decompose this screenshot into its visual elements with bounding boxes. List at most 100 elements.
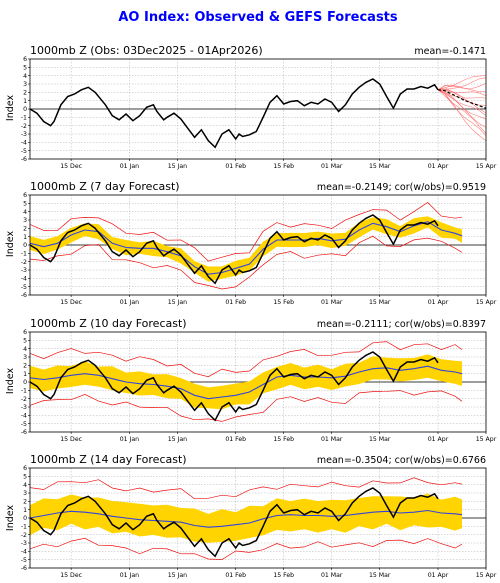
y-tick-label: 6 <box>23 192 27 199</box>
y-tick-label: 5 <box>23 474 27 481</box>
y-tick-label: -5 <box>21 148 27 155</box>
plot-area-10-day: 6 543 210 -1-2-3 -4-5-6 15 Dec 01 Jan 15 Jan 01 … <box>21 329 497 443</box>
ensemble-mean-line <box>437 89 487 109</box>
x-ticks: 15 Dec 01 Jan 15 Jan 01 Feb 15 Feb 01 Mar 15 M… <box>60 432 497 443</box>
panel-observed: 1000mb Z (Obs: 03Dec2025 - 01Apr2026) me… <box>5 44 497 170</box>
figure-title: AO Index: Observed & GEFS Forecasts <box>118 10 398 25</box>
x-tick-label: 01 Mar <box>321 163 343 170</box>
max-extreme-line <box>29 202 463 262</box>
ensemble-member-line <box>437 89 487 116</box>
x-tick-label: 15 Jan <box>168 299 187 306</box>
x-tick-label: 15 Feb <box>273 572 294 579</box>
y-tick-label: -1 <box>21 251 27 258</box>
x-tick-label: 01 Mar <box>321 436 343 443</box>
y-ticks: 6 543 210 -1-2-3 -4-5-6 <box>21 192 30 299</box>
x-tick-label: 15 Jan <box>168 163 187 170</box>
ensemble-member-line <box>437 75 487 91</box>
panel-title: 1000mb Z (Obs: 03Dec2025 - 01Apr2026) <box>30 44 263 57</box>
y-tick-label: -1 <box>21 115 27 122</box>
x-tick-label: 15 Apr <box>476 163 497 170</box>
observed-line <box>29 214 439 285</box>
x-tick-label: 15 Jan <box>168 436 187 443</box>
y-tick-label: -6 <box>21 565 27 572</box>
x-tick-label: 01 Apr <box>428 572 449 579</box>
x-tick-label: 15 Apr <box>476 299 497 306</box>
y-tick-label: 4 <box>23 482 27 489</box>
y-tick-label: 1 <box>23 234 27 241</box>
y-axis-label: Index <box>5 95 16 122</box>
y-tick-label: 3 <box>23 81 27 88</box>
plot-area-7-day: 6 543 210 -1-2-3 -4-5-6 15 Dec 01 Jan 15 Jan 01 … <box>21 192 497 306</box>
x-ticks: 15 Dec 01 Jan 15 Jan 01 Feb 15 Feb 01 Mar 15 M… <box>60 295 497 306</box>
y-tick-label: 0 <box>23 515 27 522</box>
panel-title: 1000mb Z (10 day Forecast) <box>30 317 187 330</box>
y-tick-label: -1 <box>21 388 27 395</box>
y-tick-label: 0 <box>23 242 27 249</box>
plot-area-observed: 6 543 210 -1-2-3 -4-5-6 15 Dec 01 Jan 15 Jan 01 … <box>21 56 497 170</box>
y-ticks: 6 543 210 -1-2-3 -4-5-6 <box>21 56 30 163</box>
y-tick-label: -1 <box>21 524 27 531</box>
x-tick-label: 15 Feb <box>273 163 294 170</box>
spread-band <box>30 493 462 543</box>
min-extreme-line <box>29 390 463 422</box>
ensemble-member-line <box>437 89 487 134</box>
y-tick-label: -2 <box>21 259 27 266</box>
x-tick-label: 15 Feb <box>273 436 294 443</box>
x-ticks: 15 Dec 01 Jan 15 Jan 01 Feb 15 Feb 01 Mar 15 M… <box>60 568 497 579</box>
x-tick-label: 01 Apr <box>428 299 449 306</box>
y-tick-label: 6 <box>23 329 27 336</box>
panel-title: 1000mb Z (7 day Forecast) <box>30 180 180 193</box>
x-tick-label: 15 Dec <box>60 163 82 170</box>
y-tick-label: 3 <box>23 490 27 497</box>
observed-line <box>29 487 439 558</box>
y-tick-label: -2 <box>21 532 27 539</box>
y-tick-label: -6 <box>21 429 27 436</box>
y-tick-label: 2 <box>23 90 27 97</box>
max-extreme-line <box>29 341 463 378</box>
y-tick-label: -4 <box>21 413 27 420</box>
y-tick-label: 5 <box>23 338 27 345</box>
ensemble-member-line <box>437 89 487 96</box>
y-tick-label: 5 <box>23 65 27 72</box>
x-tick-label: 01 Feb <box>225 163 246 170</box>
panel-10-day-forecast: 1000mb Z (10 day Forecast) mean=-0.2111;… <box>5 317 497 443</box>
y-tick-label: 2 <box>23 499 27 506</box>
y-axis-label: Index <box>5 505 16 532</box>
x-tick-label: 15 Apr <box>476 436 497 443</box>
y-tick-label: -3 <box>21 404 27 411</box>
panel-title: 1000mb Z (14 day Forecast) <box>30 453 187 466</box>
y-tick-label: -3 <box>21 267 27 274</box>
ensemble-member-line <box>437 89 487 120</box>
y-tick-label: 6 <box>23 465 27 472</box>
panel-7-day-forecast: 1000mb Z (7 day Forecast) mean=-0.2149; … <box>5 180 497 306</box>
y-tick-label: -3 <box>21 540 27 547</box>
ensemble-member-line <box>437 77 487 91</box>
x-tick-label: 15 Dec <box>60 436 82 443</box>
x-tick-label: 01 Apr <box>428 163 449 170</box>
y-tick-label: 1 <box>23 507 27 514</box>
x-tick-label: 01 Jan <box>120 572 139 579</box>
observed-line <box>29 78 439 149</box>
y-tick-label: 1 <box>23 371 27 378</box>
x-tick-label: 15 Dec <box>60 299 82 306</box>
max-extreme-line <box>29 477 463 500</box>
y-tick-label: 2 <box>23 363 27 370</box>
mean-forecast-line <box>29 365 463 400</box>
y-tick-label: 4 <box>23 209 27 216</box>
y-tick-label: 3 <box>23 217 27 224</box>
x-tick-label: 01 Mar <box>321 572 343 579</box>
x-tick-label: 15 Mar <box>369 436 391 443</box>
ensemble-member-line <box>437 87 486 92</box>
y-ticks: 6 543 210 -1-2-3 -4-5-6 <box>21 465 30 572</box>
x-tick-label: 01 Mar <box>321 299 343 306</box>
x-tick-label: 01 Feb <box>225 299 246 306</box>
y-tick-label: 1 <box>23 98 27 105</box>
mean-forecast-line <box>29 221 463 275</box>
x-tick-label: 01 Jan <box>120 436 139 443</box>
x-tick-label: 01 Feb <box>225 572 246 579</box>
spread-band <box>30 216 462 282</box>
x-tick-label: 01 Jan <box>120 163 139 170</box>
y-tick-label: 4 <box>23 346 27 353</box>
panel-stats: mean=-0.2111; cor(w/obs)=0.8397 <box>317 319 486 330</box>
